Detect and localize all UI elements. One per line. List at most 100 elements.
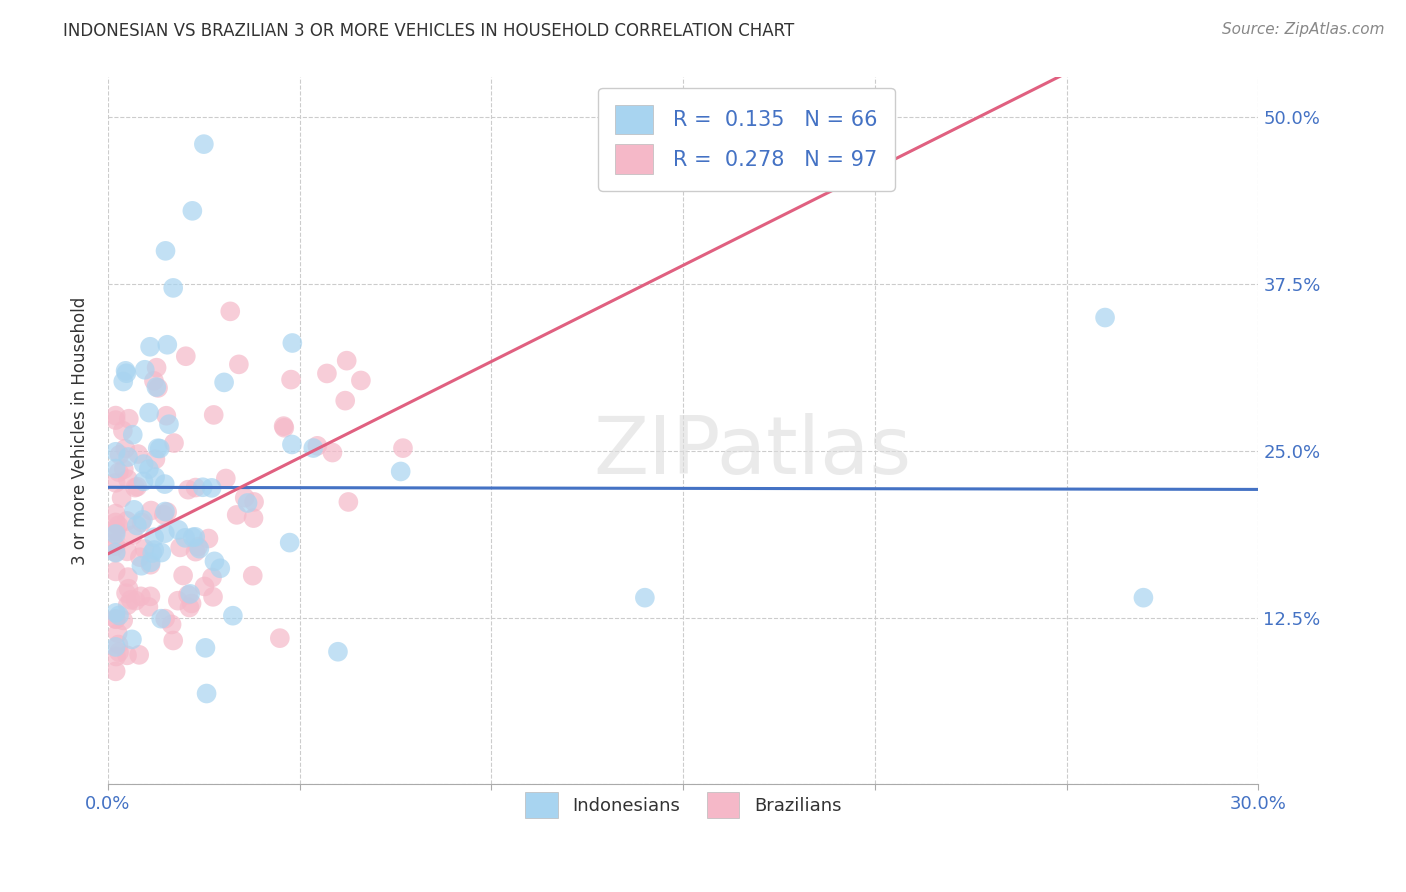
Point <box>112 375 135 389</box>
Point <box>108 465 131 479</box>
Point <box>145 380 167 394</box>
Point <box>634 591 657 605</box>
Point <box>180 597 202 611</box>
Point <box>146 381 169 395</box>
Point <box>174 349 197 363</box>
Point <box>117 582 139 596</box>
Point <box>104 523 127 537</box>
Point <box>269 631 291 645</box>
Point <box>215 471 238 485</box>
Point <box>219 304 242 318</box>
Point <box>108 448 131 462</box>
Point <box>281 336 304 351</box>
Point <box>115 544 138 558</box>
Point <box>115 586 138 600</box>
Point <box>104 475 127 490</box>
Point <box>132 513 155 527</box>
Point <box>169 541 191 555</box>
Point <box>104 516 127 530</box>
Point <box>174 531 197 545</box>
Point <box>153 508 176 522</box>
Point <box>124 593 146 607</box>
Point <box>204 554 226 568</box>
Point <box>143 543 166 558</box>
Point <box>104 444 127 458</box>
Point <box>335 393 357 408</box>
Point <box>163 436 186 450</box>
Point <box>181 203 204 218</box>
Point <box>104 545 127 559</box>
Point <box>128 648 150 662</box>
Point <box>160 617 183 632</box>
Point <box>155 409 177 423</box>
Point <box>108 608 131 623</box>
Point <box>124 481 146 495</box>
Point <box>162 633 184 648</box>
Point <box>125 518 148 533</box>
Point <box>143 530 166 544</box>
Point <box>141 546 163 560</box>
Point <box>134 363 156 377</box>
Point <box>194 640 217 655</box>
Point <box>104 527 127 541</box>
Point <box>112 613 135 627</box>
Point <box>302 441 325 455</box>
Point <box>191 480 214 494</box>
Point <box>104 461 127 475</box>
Point <box>145 452 167 467</box>
Point <box>307 439 329 453</box>
Point <box>122 528 145 542</box>
Point <box>127 480 149 494</box>
Point <box>142 374 165 388</box>
Point <box>201 570 224 584</box>
Point <box>184 544 207 558</box>
Point <box>114 442 136 456</box>
Point <box>184 481 207 495</box>
Point <box>115 514 138 528</box>
Point <box>316 367 339 381</box>
Point <box>138 406 160 420</box>
Text: ZIPatlas: ZIPatlas <box>593 413 911 491</box>
Point <box>110 491 132 505</box>
Point <box>179 587 201 601</box>
Point <box>236 496 259 510</box>
Y-axis label: 3 or more Vehicles in Household: 3 or more Vehicles in Household <box>72 297 89 565</box>
Point <box>127 447 149 461</box>
Point <box>153 612 176 626</box>
Point <box>104 546 127 560</box>
Point <box>143 470 166 484</box>
Point <box>392 441 415 455</box>
Point <box>112 462 135 476</box>
Point <box>115 366 138 380</box>
Point <box>132 457 155 471</box>
Point <box>104 640 127 654</box>
Point <box>104 539 127 553</box>
Point <box>104 507 127 521</box>
Point <box>117 570 139 584</box>
Point <box>153 526 176 541</box>
Point <box>195 686 218 700</box>
Point <box>336 353 359 368</box>
Point <box>187 540 209 554</box>
Point <box>138 599 160 614</box>
Point <box>228 357 250 371</box>
Point <box>145 360 167 375</box>
Point <box>273 421 295 435</box>
Point <box>139 555 162 569</box>
Point <box>134 541 156 556</box>
Point <box>104 612 127 626</box>
Point <box>209 561 232 575</box>
Point <box>104 612 127 626</box>
Point <box>153 504 176 518</box>
Point <box>201 481 224 495</box>
Point <box>129 550 152 565</box>
Point <box>197 532 219 546</box>
Point <box>104 665 127 679</box>
Point <box>104 409 127 423</box>
Point <box>181 530 204 544</box>
Point <box>193 137 215 152</box>
Point <box>212 376 235 390</box>
Point <box>122 503 145 517</box>
Point <box>242 511 264 525</box>
Point <box>114 364 136 378</box>
